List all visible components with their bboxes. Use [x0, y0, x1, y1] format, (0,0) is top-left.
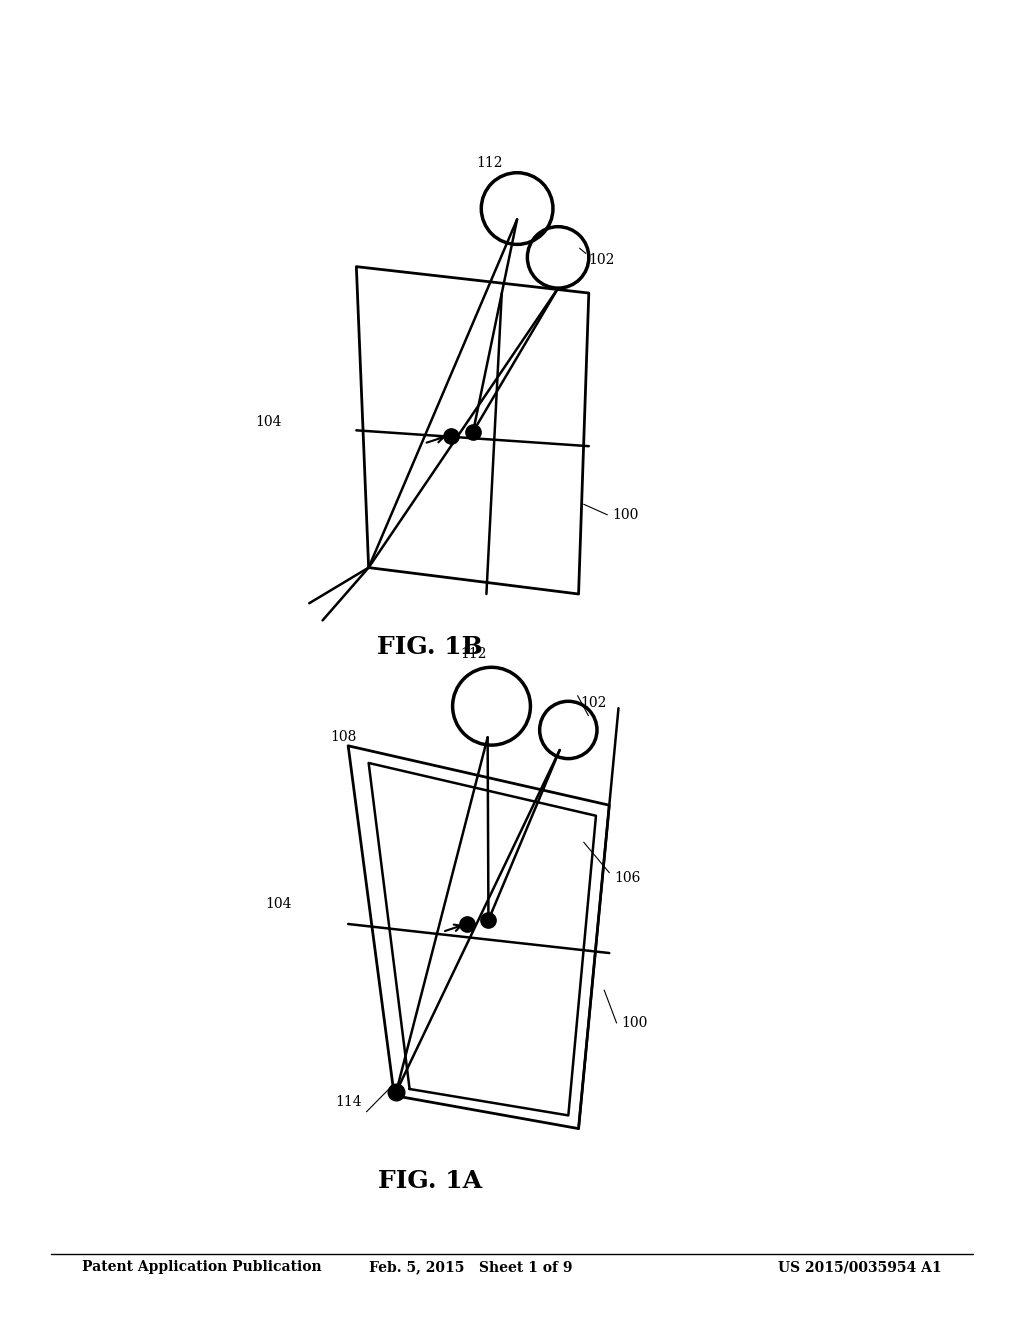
- Text: 104: 104: [265, 898, 292, 911]
- Text: 112: 112: [476, 156, 503, 170]
- Text: 100: 100: [622, 1016, 648, 1030]
- Text: US 2015/0035954 A1: US 2015/0035954 A1: [778, 1261, 942, 1274]
- Text: FIG. 1B: FIG. 1B: [377, 635, 483, 659]
- Text: 108: 108: [330, 730, 356, 743]
- Text: 106: 106: [614, 871, 641, 884]
- Text: Patent Application Publication: Patent Application Publication: [82, 1261, 322, 1274]
- Text: 114: 114: [335, 1094, 361, 1109]
- Text: 100: 100: [612, 508, 639, 521]
- Text: 112: 112: [460, 647, 486, 661]
- Text: Feb. 5, 2015   Sheet 1 of 9: Feb. 5, 2015 Sheet 1 of 9: [370, 1261, 572, 1274]
- Text: 102: 102: [581, 696, 607, 710]
- Text: 104: 104: [255, 416, 282, 429]
- Text: 102: 102: [589, 253, 615, 268]
- Text: FIG. 1A: FIG. 1A: [378, 1170, 482, 1193]
